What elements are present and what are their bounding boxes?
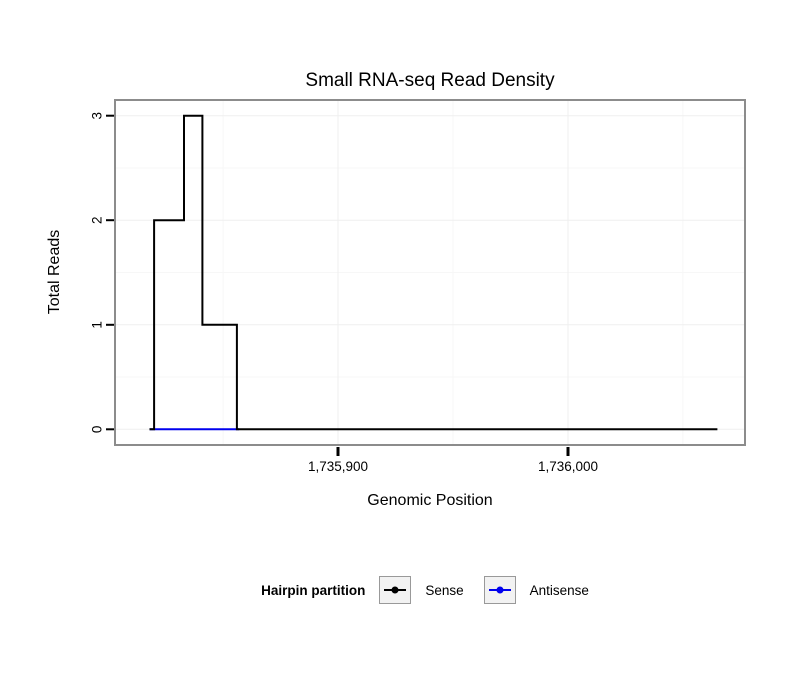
chart-canvas: 1,735,900 1,736,000 0 1 2 3 [90,99,746,474]
y-axis-label: Total Reads [46,229,63,315]
chart-title: Small RNA-seq Read Density [305,70,555,91]
svg-text:3: 3 [90,112,105,120]
svg-text:2: 2 [90,216,105,224]
legend-key-antisense [483,576,516,604]
legend-title: Hairpin partition [261,582,366,598]
legend-key-sense [379,576,412,604]
svg-text:1,736,000: 1,736,000 [538,459,598,474]
svg-text:0: 0 [90,426,105,434]
antisense-line-point-icon [488,586,511,594]
legend: Hairpin partition Sense Antisense [115,576,745,604]
legend-label-sense: Sense [425,582,464,598]
svg-text:1,735,900: 1,735,900 [308,459,368,474]
x-axis-label: Genomic Position [367,492,493,509]
legend-label-antisense: Antisense [529,582,589,598]
sense-line-point-icon [384,586,407,594]
svg-text:1: 1 [90,321,105,329]
